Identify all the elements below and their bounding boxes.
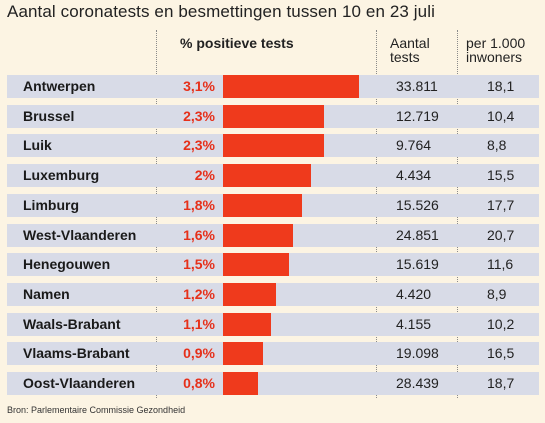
bar <box>223 104 324 128</box>
province-label: Henegouwen <box>23 256 111 273</box>
percent-label: 3,1% <box>183 78 215 94</box>
per-1000-value: 20,7 <box>487 226 515 243</box>
table-row: Limburg 1,8% 15.526 17,7 <box>7 193 539 217</box>
per-1000-value: 18,7 <box>487 375 515 391</box>
bar <box>223 193 302 217</box>
table-row: Luxemburg 2% 4.434 15,5 <box>7 164 539 188</box>
percent-label: 0,9% <box>183 345 215 362</box>
header-per-line1: per 1.000 <box>466 35 526 51</box>
per-1000-value: 18,1 <box>487 78 515 94</box>
bar <box>223 134 324 158</box>
province-label: West-Vlaanderen <box>23 226 137 243</box>
per-1000-value: 10,2 <box>487 315 515 332</box>
province-label: Brussel <box>23 107 75 124</box>
per-1000-value: 16,5 <box>487 345 515 362</box>
tests-value: 4.155 <box>396 315 432 332</box>
tests-value: 4.434 <box>396 167 432 184</box>
tests-value: 28.439 <box>396 375 439 391</box>
per-1000-value: 17,7 <box>487 196 515 213</box>
bar <box>223 342 263 366</box>
percent-label: 2% <box>194 167 215 184</box>
province-label: Waals-Brabant <box>23 315 121 332</box>
table-row: Henegouwen 1,5% 15.619 11,6 <box>7 253 539 277</box>
tests-value: 9.764 <box>396 137 432 154</box>
tests-value: 19.098 <box>396 345 439 362</box>
per-1000-value: 8,9 <box>487 285 507 302</box>
header-tests-line2: tests <box>390 49 420 65</box>
percent-label: 0,8% <box>183 375 215 391</box>
percent-label: 1,6% <box>183 226 215 243</box>
percent-label: 2,3% <box>183 107 215 124</box>
percent-label: 2,3% <box>183 137 215 154</box>
tests-value: 15.619 <box>396 256 439 273</box>
table-row: West-Vlaanderen 1,6% 24.851 20,7 <box>7 223 539 247</box>
source-note: Bron: Parlementaire Commissie Gezondheid <box>7 405 186 415</box>
province-label: Limburg <box>23 196 79 213</box>
tests-value: 4.420 <box>396 285 432 302</box>
header-positive-tests: % positieve tests <box>180 35 294 51</box>
table-row: Vlaams-Brabant 0,9% 19.098 16,5 <box>7 342 539 366</box>
tests-value: 24.851 <box>396 226 439 243</box>
table-row: Brussel 2,3% 12.719 10,4 <box>7 104 539 128</box>
header-per-1000: per 1.000 inwoners <box>466 36 525 64</box>
bar <box>223 164 311 188</box>
table-row: Namen 1,2% 4.420 8,9 <box>7 282 539 306</box>
province-label: Namen <box>23 285 70 302</box>
table-row: Oost-Vlaanderen 0,8% 28.439 18,7 <box>7 372 539 395</box>
bar <box>223 75 359 98</box>
percent-label: 1,1% <box>183 315 215 332</box>
percent-label: 1,8% <box>183 196 215 213</box>
table-row: Antwerpen 3,1% 33.811 18,1 <box>7 75 539 98</box>
province-label: Vlaams-Brabant <box>23 345 130 362</box>
table-row: Waals-Brabant 1,1% 4.155 10,2 <box>7 312 539 336</box>
header-per-line2: inwoners <box>466 49 523 65</box>
header-tests: Aantal tests <box>390 36 430 64</box>
per-1000-value: 10,4 <box>487 107 515 124</box>
province-label: Oost-Vlaanderen <box>23 375 136 391</box>
header-tests-line1: Aantal <box>390 35 430 51</box>
province-label: Antwerpen <box>23 78 96 94</box>
percent-label: 1,5% <box>183 256 215 273</box>
percent-label: 1,2% <box>183 285 215 302</box>
tests-value: 15.526 <box>396 196 439 213</box>
bar <box>223 253 289 277</box>
province-label: Luik <box>23 137 52 154</box>
bar <box>223 312 272 336</box>
per-1000-value: 15,5 <box>487 167 515 184</box>
bar <box>223 372 259 395</box>
bar <box>223 223 294 247</box>
province-label: Luxemburg <box>23 167 100 184</box>
tests-value: 12.719 <box>396 107 439 124</box>
per-1000-value: 8,8 <box>487 137 507 154</box>
bar <box>223 282 276 306</box>
chart-title: Aantal coronatests en besmettingen tusse… <box>7 2 435 21</box>
per-1000-value: 11,6 <box>487 256 514 273</box>
tests-value: 33.811 <box>396 78 438 94</box>
table-row: Luik 2,3% 9.764 8,8 <box>7 134 539 158</box>
